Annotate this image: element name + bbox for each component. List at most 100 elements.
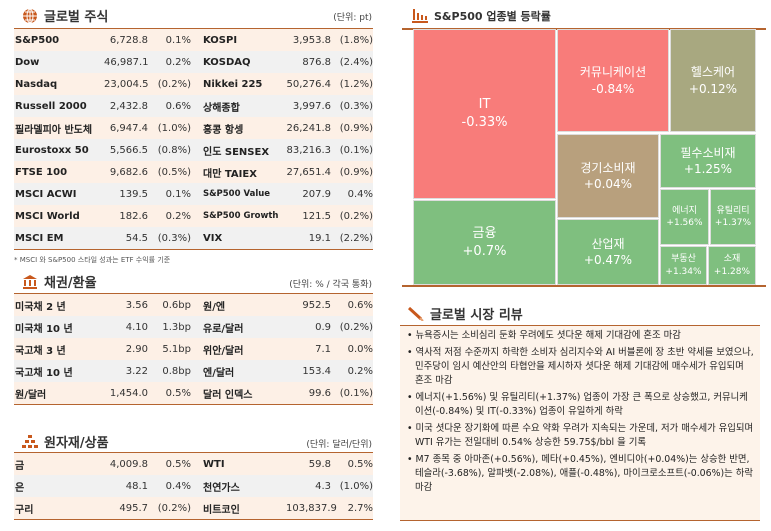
item-change: (1.0%) [157,122,191,134]
treemap-tile: 헬스케어 +0.12% [670,29,756,132]
item-name: 대만 TAIEX [203,168,257,180]
item-change: (0.2%) [157,502,191,514]
item-change: (0.1%) [339,144,373,156]
item-change: (0.2%) [339,210,373,222]
gold-bars-icon [22,434,38,448]
bar-chart-icon [412,9,428,23]
item-value: 4.3 [315,480,331,492]
item-name: 상해종합 [203,102,240,114]
item-change: (0.2%) [339,321,373,333]
sector-change: +0.7% [462,243,507,259]
item-value: 153.4 [302,365,331,377]
item-change: 5.1bp [162,343,191,355]
item-name: MSCI ACWI [15,188,77,200]
item-name: 원/엔 [203,301,226,313]
review-item: 뉴욕증시는 소비심리 둔화 우려에도 셧다운 해제 기대감에 혼조 마감 [406,329,754,343]
pen-icon [408,306,424,321]
item-change: (0.3%) [339,100,373,112]
review-item: M7 종목 중 아마존(+0.56%), 메타(+0.45%), 엔비디아(+0… [406,453,754,495]
item-change: 2.7% [347,502,373,514]
item-value: 54.5 [125,232,148,244]
item-value: 3.56 [125,299,148,311]
table-row: 국고채 3 년 2.90 5.1bp 위안/달러 7.1 0.0% [14,338,373,360]
item-change: (0.9%) [339,166,373,178]
treemap-tile: 산업재 +0.47% [557,219,659,285]
item-value: 103,837.9 [286,502,337,514]
item-value: 139.5 [119,188,148,200]
item-value: 2,432.8 [109,100,148,112]
item-name: 비트코인 [203,504,240,516]
sector-change: -0.84% [591,81,635,96]
commodities-header: 원자재/상품 [22,432,109,451]
item-name: 유로/달러 [203,323,244,335]
item-value: 121.5 [302,210,331,222]
item-name: WTI [203,458,225,470]
item-name: 국고채 10 년 [15,367,73,379]
review-item: 미국 셧다운 장기화에 따른 수요 약화 우려가 지속되는 가운데, 저가 매수… [406,422,754,450]
item-value: 182.6 [119,210,148,222]
item-change: (0.2%) [157,78,191,90]
item-change: 0.6% [165,100,191,112]
item-change: 0.5% [347,458,373,470]
item-change: 0.2% [347,365,373,377]
review-title: 글로벌 시장 리뷰 [430,308,523,323]
sector-change: +1.28% [713,266,751,277]
sector-name: 산업재 [591,236,625,251]
table-row: FTSE 100 9,682.6 (0.5%) 대만 TAIEX 27,651.4 (0.… [14,161,373,183]
item-name: 달러 인덱스 [203,389,253,401]
item-name: 원/달러 [15,389,47,401]
item-value: 46,987.1 [104,56,149,68]
sector-name: IT [478,97,491,113]
item-value: 3,953.8 [292,34,331,46]
item-change: 1.3bp [162,321,191,333]
item-change: 0.1% [165,34,191,46]
item-value: 3.22 [125,365,148,377]
sector-change: +0.47% [583,253,633,267]
item-value: 2.90 [125,343,148,355]
item-name: Russell 2000 [15,100,87,112]
sector-name: 소재 [723,254,741,265]
item-change: 0.6bp [162,299,191,311]
item-name: 필라델피아 반도체 [15,124,93,136]
item-name: 천연가스 [203,482,240,494]
sector-change: +0.04% [583,177,633,191]
item-name: 엔/달러 [203,367,235,379]
sector-change: +1.25% [683,162,733,176]
treemap-tile: 부동산 +1.34% [660,246,707,285]
item-change: (0.9%) [339,122,373,134]
table-row: 국고채 10 년 3.22 0.8bp 엔/달러 153.4 0.2% [14,360,373,382]
item-change: 0.8bp [162,365,191,377]
table-row: Nasdaq 23,004.5 (0.2%) Nikkei 225 50,276.4 (1… [14,73,373,95]
item-change: 0.6% [347,299,373,311]
item-value: 4.10 [125,321,148,333]
item-name: S&P500 Value [203,189,271,199]
item-value: 4,009.8 [109,458,148,470]
commodities-table: 금 4,009.8 0.5% WTI 59.8 0.5% 은 48.1 0.4% 천연가스 4.3 (… [14,452,373,520]
item-name: Nasdaq [15,78,58,90]
item-value: 23,004.5 [104,78,149,90]
item-name: Eurostoxx 50 [15,144,89,156]
table-row: 미국채 2 년 3.56 0.6bp 원/엔 952.5 0.6% [14,294,373,316]
item-change: 0.0% [347,343,373,355]
review-item: 에너지(+1.56%) 및 유틸리티(+1.37%) 업종이 가장 큰 폭으로 … [406,391,754,419]
globe-icon [23,8,37,23]
item-change: (1.2%) [339,78,373,90]
item-name: VIX [203,232,223,244]
item-change: 0.1% [165,188,191,200]
treemap-tile: 소재 +1.28% [708,246,756,285]
item-name: S&P500 Growth [203,211,279,221]
bank-icon [23,274,37,289]
sector-name: 금융 [472,225,497,241]
item-value: 495.7 [119,502,148,514]
sector-change: +1.37% [714,218,752,228]
table-row: 은 48.1 0.4% 천연가스 4.3 (1.0%) [14,475,373,497]
item-change: (0.5%) [157,166,191,178]
item-change: 0.5% [165,387,191,399]
item-change: (0.1%) [339,387,373,399]
table-row: MSCI World 182.6 0.2% S&P500 Growth 121.5 (0.… [14,205,373,227]
item-name: 홍콩 항셍 [203,124,244,136]
item-name: S&P500 [15,34,60,46]
review-item: 역사적 저점 수준까지 하락한 소비자 심리지수와 AI 버블론에 장 초반 약… [406,346,754,388]
item-value: 9,682.6 [109,166,148,178]
item-value: 26,241.8 [286,122,331,134]
